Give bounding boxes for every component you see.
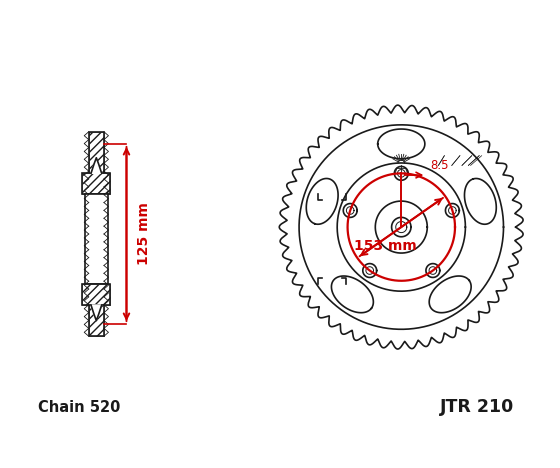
Polygon shape	[429, 276, 471, 313]
Polygon shape	[378, 129, 425, 159]
Bar	[88, 132, 104, 336]
Bar	[82, 284, 110, 305]
Polygon shape	[332, 276, 374, 313]
Polygon shape	[91, 158, 102, 173]
Bar	[88, 132, 104, 336]
Polygon shape	[306, 178, 338, 224]
Polygon shape	[464, 178, 496, 224]
Bar	[82, 173, 110, 194]
Bar	[82, 284, 110, 305]
Text: Chain 520: Chain 520	[38, 400, 120, 415]
Text: 8.5: 8.5	[431, 159, 449, 172]
Bar	[85, 194, 108, 284]
Text: JTR 210: JTR 210	[440, 398, 515, 416]
Bar	[82, 173, 110, 194]
Polygon shape	[91, 305, 102, 321]
Text: 153 mm: 153 mm	[354, 239, 417, 253]
Text: 125 mm: 125 mm	[137, 203, 151, 265]
